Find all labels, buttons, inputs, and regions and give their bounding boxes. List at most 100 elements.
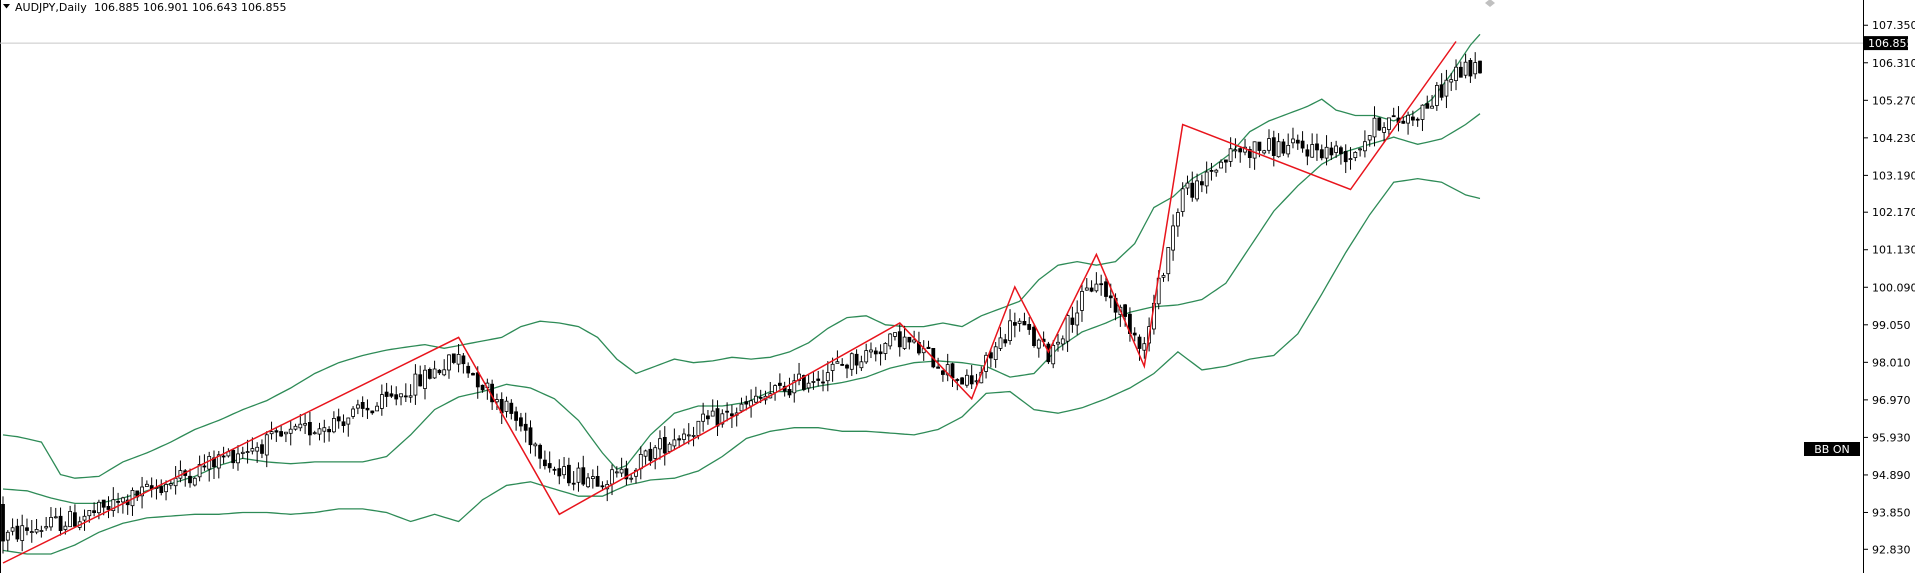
candle-body	[936, 366, 940, 369]
candle	[307, 411, 312, 446]
candle-body	[293, 425, 298, 430]
candle-body	[202, 465, 207, 468]
candle	[260, 439, 264, 459]
candle-body	[739, 403, 744, 412]
candle	[456, 343, 461, 373]
candle-body	[1262, 150, 1267, 154]
candle-body	[969, 375, 974, 385]
candle-body	[634, 469, 638, 477]
candle	[1315, 133, 1319, 161]
candle-body	[413, 373, 418, 396]
candle	[5, 530, 10, 552]
candle	[907, 336, 912, 350]
candle-body	[255, 446, 260, 452]
candle	[533, 442, 538, 457]
candle-body	[1435, 85, 1439, 106]
candle-body	[773, 385, 777, 394]
candle-body	[1339, 147, 1343, 155]
candle-body	[312, 432, 317, 435]
candle	[1310, 133, 1315, 158]
candle	[1204, 161, 1209, 194]
candle	[403, 383, 408, 402]
candle-body	[696, 420, 701, 436]
candle-body	[907, 336, 912, 343]
candle-body	[715, 408, 720, 427]
candle	[581, 455, 586, 487]
candle-body	[873, 350, 878, 355]
candle	[1089, 280, 1094, 293]
candle-body	[1454, 66, 1458, 81]
symbol-header[interactable]: AUDJPY,Daily 106.885 106.901 106.643 106…	[3, 1, 286, 14]
chart-shift-marker-icon[interactable]	[1485, 0, 1495, 7]
candle	[677, 435, 682, 449]
price-tick-label: 96.970	[1872, 394, 1911, 407]
candle	[226, 448, 231, 458]
price-tick-label: 103.190	[1872, 169, 1915, 182]
candle-body	[1358, 148, 1362, 151]
candle	[960, 376, 964, 385]
candle-body	[346, 417, 351, 425]
price-tick-label: 101.130	[1872, 244, 1915, 257]
symbol-label: AUDJPY,Daily	[15, 1, 87, 14]
candle-body	[1032, 326, 1036, 347]
candle-body	[49, 517, 53, 528]
candle-body	[1305, 149, 1310, 157]
candle	[893, 332, 897, 341]
candle	[1094, 272, 1099, 293]
candle	[1022, 312, 1027, 326]
candle-body	[1094, 283, 1099, 292]
candle-body	[418, 374, 423, 387]
candle	[413, 364, 418, 405]
candle-body	[207, 455, 212, 470]
bb-on-badge[interactable]: BB ON	[1804, 442, 1860, 456]
candle-body	[87, 509, 92, 517]
candle-body	[658, 438, 662, 450]
candle-body	[1099, 283, 1104, 286]
candle	[53, 507, 58, 519]
candle-body	[1276, 141, 1281, 158]
candle	[312, 430, 317, 435]
candle-body	[480, 384, 485, 391]
candle	[950, 362, 955, 388]
candle	[82, 509, 87, 531]
candle-body	[1415, 118, 1420, 121]
bb-on-badge-bg[interactable]	[1804, 442, 1860, 456]
candle	[1319, 144, 1324, 161]
candle-body	[10, 527, 15, 532]
candle-body	[1060, 338, 1065, 345]
candle	[571, 471, 576, 491]
candle-body	[370, 410, 375, 414]
candle-body	[557, 468, 562, 477]
candle	[825, 361, 830, 392]
last-price-tag-bg	[1864, 36, 1908, 51]
candle	[1396, 106, 1401, 132]
candle-body	[893, 332, 897, 337]
candle	[236, 445, 240, 471]
price-tick-label: 94.890	[1872, 469, 1911, 482]
candle	[1463, 53, 1468, 79]
candle	[792, 373, 797, 403]
candle	[504, 396, 509, 418]
candle-body	[116, 500, 120, 503]
candle-body	[754, 395, 758, 403]
candle-body	[1, 503, 5, 542]
last-price-tag: 106.855	[1864, 36, 1914, 51]
bb-on-label[interactable]: BB ON	[1814, 443, 1849, 456]
candle-body	[1252, 141, 1257, 159]
candle	[106, 496, 111, 519]
candle-body	[403, 395, 408, 398]
candle-body	[240, 451, 245, 454]
candle	[1008, 309, 1012, 345]
candle-body	[888, 333, 893, 347]
candle	[619, 457, 624, 477]
candle-body	[1228, 148, 1233, 162]
candle	[283, 431, 288, 443]
candle	[331, 411, 336, 434]
triangle-down-icon[interactable]	[3, 4, 10, 9]
candle-body	[471, 372, 475, 376]
candle-body	[730, 413, 734, 417]
candle	[835, 350, 840, 364]
candle	[437, 369, 442, 376]
candle	[274, 426, 279, 442]
